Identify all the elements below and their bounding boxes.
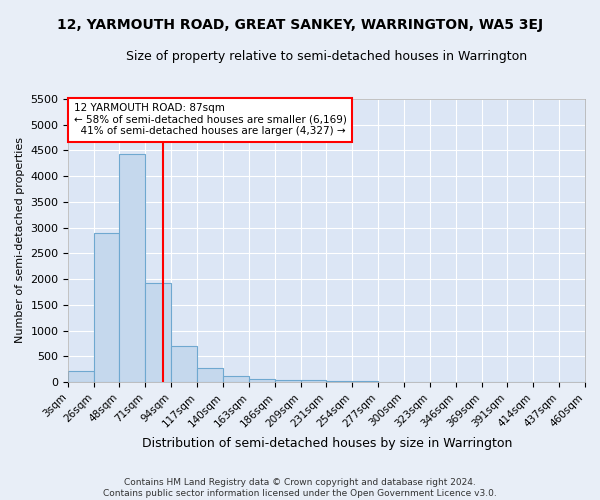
Title: Size of property relative to semi-detached houses in Warrington: Size of property relative to semi-detach… <box>126 50 527 63</box>
Bar <box>119 154 145 382</box>
Bar <box>275 380 301 382</box>
Text: Contains HM Land Registry data © Crown copyright and database right 2024.
Contai: Contains HM Land Registry data © Crown c… <box>103 478 497 498</box>
Text: 12 YARMOUTH ROAD: 87sqm
← 58% of semi-detached houses are smaller (6,169)
  41% : 12 YARMOUTH ROAD: 87sqm ← 58% of semi-de… <box>74 103 346 136</box>
Text: 12, YARMOUTH ROAD, GREAT SANKEY, WARRINGTON, WA5 3EJ: 12, YARMOUTH ROAD, GREAT SANKEY, WARRING… <box>57 18 543 32</box>
Bar <box>145 283 171 382</box>
Bar <box>249 378 275 382</box>
Bar <box>171 346 197 382</box>
Bar <box>301 380 326 382</box>
Bar <box>223 376 249 382</box>
Bar <box>326 380 352 382</box>
Y-axis label: Number of semi-detached properties: Number of semi-detached properties <box>15 138 25 344</box>
Bar <box>94 233 119 382</box>
X-axis label: Distribution of semi-detached houses by size in Warrington: Distribution of semi-detached houses by … <box>142 437 512 450</box>
Bar <box>68 371 94 382</box>
Bar <box>197 368 223 382</box>
Bar <box>352 381 378 382</box>
